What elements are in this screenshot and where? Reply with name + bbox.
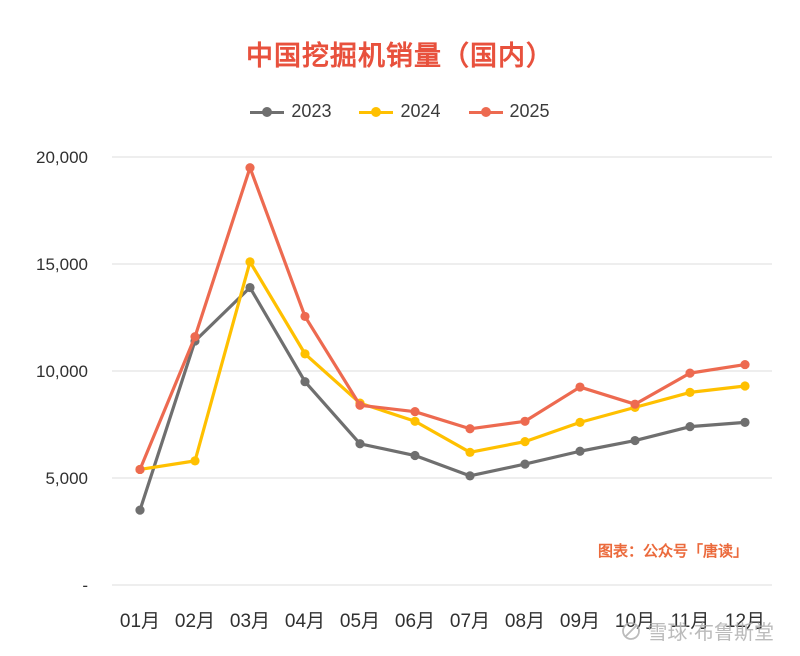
data-point-2023 [630,435,640,446]
series-line-2024 [138,260,747,472]
y-tick-label: 20,000 [36,148,88,167]
legend-label: 2025 [509,101,550,121]
x-tick-label: 11月 [671,611,710,632]
data-point-2023 [410,450,420,461]
legend-item-2025: 2025 [468,101,550,122]
y-tick-label: 10,000 [36,362,88,381]
data-point-2025 [135,464,145,475]
line-chart: - 5,000 10,000 15,000 20,000 01月 02月 03月 04月 05月 0… [36,148,772,632]
data-point-2023 [685,422,695,432]
y-tick-label: - [82,576,88,595]
x-tick-label: 02月 [175,611,215,632]
legend-label: 2023 [291,101,332,121]
data-point-2025 [355,400,365,410]
x-tick-label: 04月 [285,611,325,632]
chart-title: 中国挖掘机销量（国内） [246,41,554,71]
legend-line-dot-marker [250,106,285,118]
x-tick-label: 07月 [450,611,490,632]
data-point-2023 [465,471,475,481]
data-point-2023 [135,505,145,515]
x-tick-label: 01月 [120,611,160,632]
data-point-2025 [740,359,750,370]
xueqiu-logo-icon [622,621,641,640]
data-point-2024 [300,349,310,359]
x-tick-label: 09月 [560,611,600,632]
data-point-2024 [740,381,750,391]
x-tick-label: 06月 [395,611,435,632]
data-point-2023 [575,446,585,456]
legend-line-dot-marker [468,106,503,118]
watermark: 雪球·布鲁斯堂 [621,616,774,645]
x-tick-label: 03月 [230,611,270,632]
data-point-2025 [465,424,475,434]
series-line-2025 [138,166,747,472]
data-point-2025 [685,368,695,378]
data-point-2025 [410,407,420,417]
data-point-2025 [190,332,200,342]
legend-line-dot-marker [359,106,394,118]
y-tick-label: 15,000 [36,255,88,274]
data-point-2023 [300,377,310,387]
data-point-2024 [520,437,530,447]
data-point-2024 [465,447,475,457]
chart-source-note: 图表：公众号「唐读」 [597,543,748,560]
data-point-2024 [245,257,255,267]
legend-item-2023: 2023 [250,101,331,122]
data-point-2024 [190,456,200,466]
data-point-2025 [300,311,310,322]
y-tick-label: 5,000 [45,469,88,488]
data-point-2025 [630,399,640,409]
legend-label: 2024 [400,101,441,121]
data-point-2023 [355,439,365,449]
x-tick-label: 12月 [725,611,765,632]
legend: 2023 2024 2025 [0,101,800,122]
watermark-text: 雪球·布鲁斯堂 [647,622,774,644]
legend-item-2024: 2024 [359,101,441,122]
data-point-2024 [410,416,420,426]
data-point-2025 [575,382,585,392]
x-tick-label: 08月 [505,611,545,632]
series-line-2023 [138,285,747,512]
data-point-2024 [575,417,585,427]
data-point-2024 [685,387,695,397]
data-point-2025 [520,416,530,426]
data-point-2023 [520,459,530,469]
data-point-2023 [245,282,255,293]
data-point-2025 [245,163,255,173]
x-tick-label: 05月 [340,611,380,632]
data-point-2023 [740,417,750,427]
